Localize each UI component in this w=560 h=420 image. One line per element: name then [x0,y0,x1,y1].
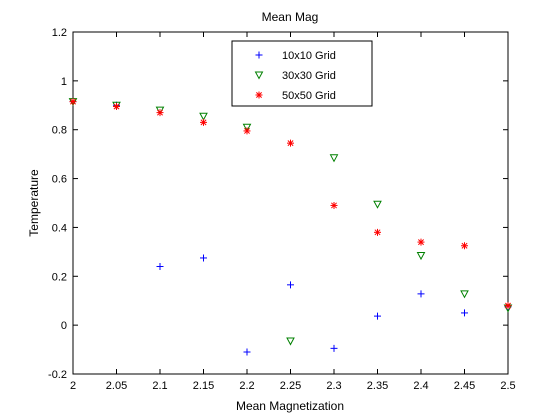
data-point [287,281,294,289]
x-tick-label: 2.25 [280,380,301,392]
y-axis-label: Temperature [27,169,41,237]
legend-marker [254,71,264,80]
data-point [242,123,252,132]
data-point [69,98,77,106]
data-point [417,290,425,298]
data-point [374,312,381,320]
data-point [243,127,251,135]
data-point [113,103,120,111]
x-tick-label: 2.4 [413,380,428,392]
legend-label: 30x30 Grid [282,70,336,82]
legend-label: 10x10 Grid [282,50,336,62]
chart-title: Mean Mag [262,10,319,24]
ticks-layer: 2 2.05 2.1 2.15 2.2 2.25 2.3 2.35 2.4 2.45 2.5 -0.2… [48,27,516,392]
data-point [330,201,338,209]
y-tick-label: 1.2 [52,27,67,39]
x-tick-label: 2.35 [367,380,388,392]
x-tick-label: 2.45 [454,380,475,392]
data-point [374,228,381,236]
marks-layer [68,98,513,356]
x-axis-label: Mean Magnetization [236,399,344,413]
data-point [200,118,207,126]
x-tick-label: 2.05 [106,380,127,392]
data-point [373,200,382,209]
x-tick-label: 2.15 [193,380,214,392]
data-point [287,139,294,147]
data-point [416,252,426,261]
y-tick-label: 0.8 [52,125,67,137]
legend-box [231,40,373,107]
x-tick-label: 2 [70,380,76,392]
y-tick-label: 0 [61,320,67,332]
x-tick-label: 2.5 [500,380,515,392]
data-point [417,238,425,246]
data-point [156,263,164,271]
y-tick-label: 0.6 [52,174,67,186]
data-point [460,290,469,299]
y-tick-label: 0.4 [52,222,67,234]
x-tick-label: 2.1 [152,380,167,392]
data-point [330,344,338,352]
data-point [112,101,121,110]
x-tick-label: 2.2 [239,380,254,392]
y-tick-label: 1 [61,76,67,88]
legend: 10x10 Grid 30x30 Grid 50x50 Grid [231,40,373,107]
data-point [461,309,468,317]
data-point [329,154,339,163]
data-point [286,337,295,346]
x-tick-label: 2.3 [326,380,341,392]
legend-entries: 10x10 Grid 30x30 Grid 50x50 Grid [254,50,336,102]
data-point [200,254,207,262]
legend-marker [255,91,263,99]
y-tick-label: -0.2 [48,369,67,381]
legend-marker [255,51,263,59]
data-point [243,348,251,356]
data-point [504,302,512,310]
series-3 [69,98,512,310]
data-point [461,242,468,250]
legend-label: 50x50 Grid [282,90,336,102]
data-point [199,112,208,121]
data-point [156,109,164,117]
y-tick-label: 0.2 [52,271,67,283]
